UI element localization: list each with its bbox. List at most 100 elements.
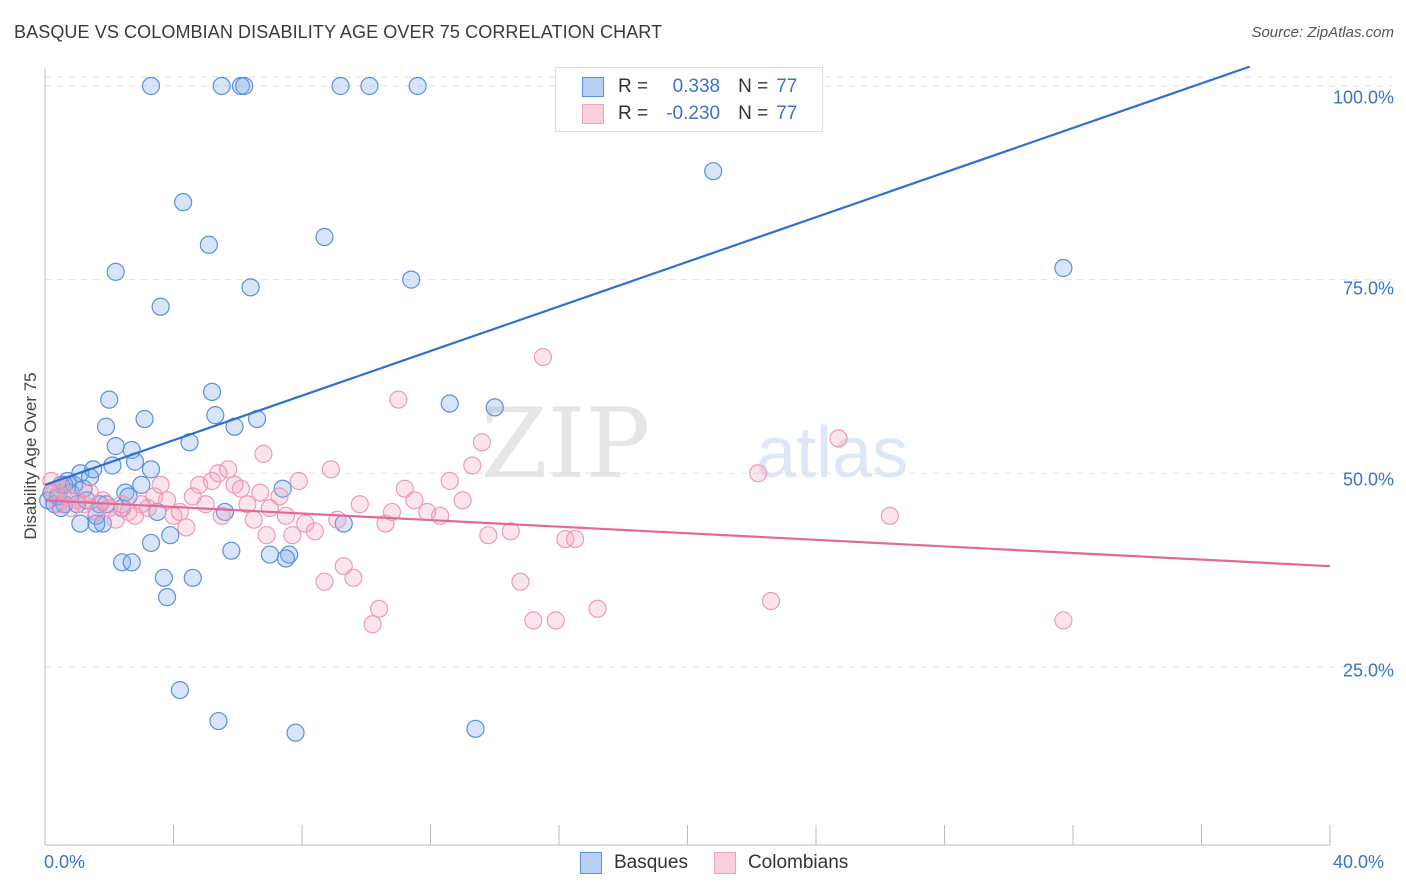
basques-point [106,262,125,281]
basques-point [84,460,103,479]
colombians-point [453,491,472,510]
colombians-point [588,599,607,618]
basques-point [141,460,161,479]
n-label: N = [738,103,769,124]
colombians-point [389,390,408,409]
colombians-point [276,506,296,525]
basques-point [704,162,723,181]
colombians-point [196,495,215,514]
basques-point [106,437,125,456]
legend-row-basques: R = 0.338 N = 77 [582,75,797,99]
basques-point [408,76,427,96]
colombians-point [209,464,228,483]
colombians-point [533,347,553,367]
chart-title: BASQUE VS COLOMBIAN DISABILITY AGE OVER … [14,22,663,42]
bottom-legend-colombians: Colombians [713,852,849,874]
colombians-point [405,491,424,510]
basques-point [466,719,485,738]
colombians-point [395,479,414,498]
colombians-point [546,611,565,630]
y-tick-label: 100.0% [1332,87,1394,108]
watermark-zip: ZIP [481,388,650,500]
colombians-point [283,526,302,545]
basques-point [157,588,177,607]
basques-point [260,545,279,564]
bottom-legend-label: Colombians [747,852,849,873]
y-axis-label: Disability Age Over 75 [21,372,40,540]
colombians-point [463,456,482,475]
basques-point [276,549,296,568]
legend-box: R = 0.338 N = 77 R = -0.230 N = 77 [555,67,823,132]
legend-row-colombians: R = -0.230 N = 77 [582,102,797,126]
basques-point [209,711,228,731]
colombians-point [524,611,543,630]
colombians-point [238,495,257,514]
colombians-point [177,518,196,537]
series-basques [39,76,1073,742]
colombians-swatch [582,104,604,124]
colombians-point [350,495,369,514]
basques-point [141,76,161,96]
r-value: -0.230 [666,103,721,124]
basques-point [161,526,180,545]
colombians-point [138,498,157,518]
colombians-point [440,471,459,491]
y-tick-label: 75.0% [1342,278,1394,299]
colombians-point [344,568,363,587]
x-tick-label: 40.0% [1333,852,1385,872]
basques-point [135,409,154,429]
colombians-point [376,514,395,533]
colombians-point [556,529,575,549]
basques-point [71,514,90,533]
colombians-point [565,529,585,549]
basques-point [206,406,225,425]
bottom-legend-label: Basques [614,852,688,873]
bottom-legend: Basques Colombians [580,852,874,874]
watermark-atlas: atlas [756,413,908,493]
basques-point [96,417,116,436]
n-value: 77 [776,103,798,124]
r-label: R = [618,103,649,124]
colombians-point [328,510,347,529]
colombians-point [321,460,341,479]
colombians-point [251,483,270,502]
colombians-point [880,506,899,525]
basques-point [360,76,379,96]
colombians-swatch [713,852,736,874]
colombians-point [305,522,324,541]
colombians-point [315,572,334,591]
basques-point [174,193,193,212]
basques-point [154,568,173,587]
colombians-point [334,557,353,576]
basques-point [199,235,218,254]
basques-point [485,398,504,417]
basques-point [122,553,141,572]
colombians-point [212,506,231,525]
basques-point [1054,258,1073,278]
basques-point [170,680,190,700]
colombians-point [157,491,177,510]
colombians-point [270,487,289,506]
bottom-legend-basques: Basques [580,852,688,874]
basques-point [202,382,222,402]
colombians-point [370,599,389,618]
series-colombians [42,347,899,634]
basques-point [241,278,260,297]
r-label: R = [618,76,649,97]
n-label: N = [738,76,769,97]
colombians-point [254,444,273,463]
colombians-point [382,502,402,522]
colombians-point [479,526,498,545]
colombians-point [244,510,263,529]
basques-point [141,533,161,553]
colombians-point [829,429,848,448]
basques-point [112,553,132,572]
basques-point [151,297,170,316]
n-value: 77 [776,76,798,97]
basques-point [331,76,350,96]
x-tick-label: 0.0% [44,852,86,872]
basques-point [440,394,459,413]
colombians-point [501,522,520,541]
basques-point [132,475,151,494]
